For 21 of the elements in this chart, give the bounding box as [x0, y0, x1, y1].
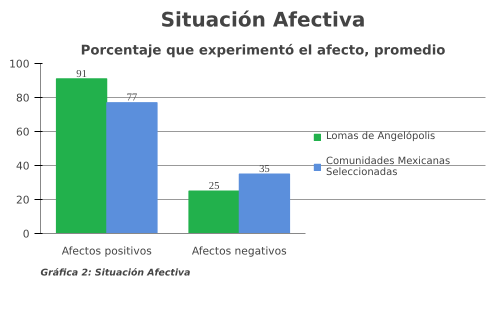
x-tick-label: Afectos negativos [192, 244, 288, 258]
data-label: 91 [76, 68, 87, 80]
chart-title: Situación Afectiva [160, 8, 366, 32]
text: Gráfica 2: Situación Afectiva [40, 268, 190, 278]
data-label: 35 [259, 164, 270, 175]
bar [238, 174, 290, 234]
y-tick-label: 20 [16, 194, 30, 206]
chart-subtitle: Porcentaje que experimentó el afecto, promedio [80, 44, 446, 58]
x-tick-label: Afectos positivos [62, 244, 152, 258]
y-tick-label: 40 [16, 160, 30, 172]
y-tick-label: 60 [16, 126, 30, 138]
legend-label: Lomas de Angelópolis [326, 131, 436, 142]
bar [106, 102, 158, 234]
y-tick-label: 80 [16, 92, 30, 104]
y-tick-label: 0 [22, 228, 30, 240]
bar [56, 78, 108, 234]
y-tick-label: 100 [9, 58, 30, 70]
bar [188, 190, 240, 234]
data-label: 25 [208, 181, 220, 192]
data-label: 77 [126, 92, 138, 104]
legend-label: Comunidades Mexicanas Seleccionadas [326, 156, 450, 178]
